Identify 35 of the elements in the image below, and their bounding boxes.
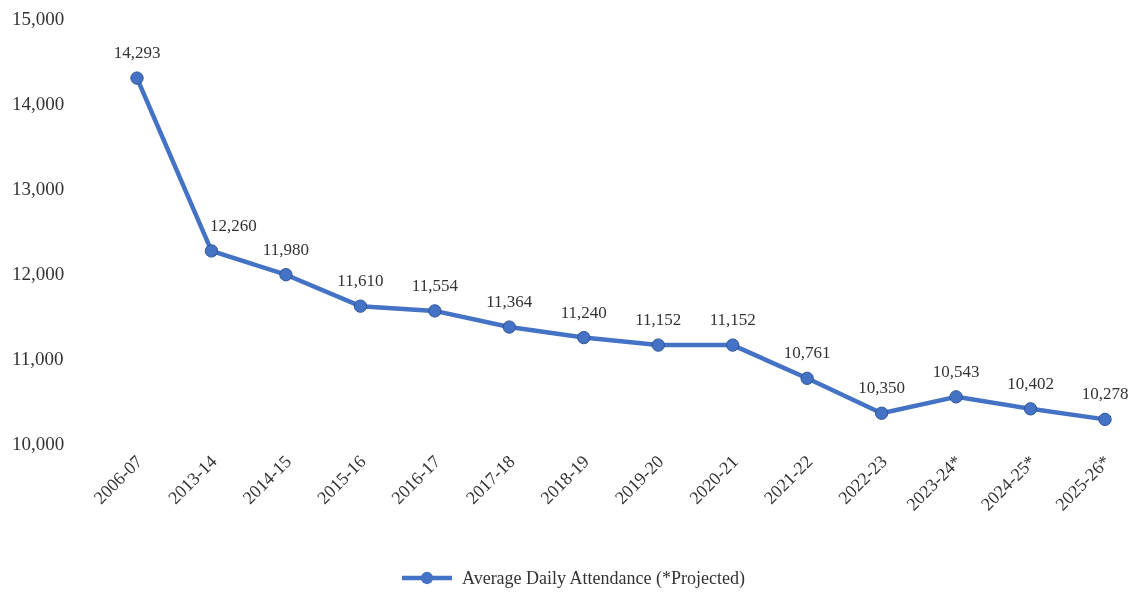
data-label: 10,543 <box>932 361 980 381</box>
point <box>130 71 144 85</box>
data-label: 11,364 <box>486 292 533 312</box>
data-label: 10,402 <box>1007 373 1054 393</box>
point <box>428 304 442 318</box>
point <box>577 330 591 345</box>
data-label: 12,260 <box>210 215 257 235</box>
data-label: 10,350 <box>858 378 905 398</box>
point <box>874 406 889 420</box>
y-tick-label: 10,000 <box>12 432 65 454</box>
data-label: 14,293 <box>113 43 161 63</box>
point <box>800 371 814 385</box>
data-label: 11,152 <box>709 310 756 330</box>
point <box>502 320 516 334</box>
point <box>651 338 665 352</box>
point <box>949 390 963 404</box>
data-label: 11,240 <box>560 302 607 322</box>
point <box>1023 402 1038 416</box>
y-tick-label: 12,000 <box>12 262 65 284</box>
data-label: 11,980 <box>262 239 309 259</box>
y-tick-label: 11,000 <box>12 347 64 369</box>
point <box>1098 412 1112 427</box>
legend-label: Average Daily Attendance (*Projected) <box>461 568 746 589</box>
data-label: 11,610 <box>337 271 384 291</box>
y-tick-label: 13,000 <box>12 177 65 199</box>
point <box>279 268 293 282</box>
point <box>353 299 368 313</box>
y-tick-label: 14,000 <box>12 92 65 114</box>
y-tick-label: 15,000 <box>12 7 65 29</box>
data-label: 10,761 <box>783 343 831 363</box>
data-label: 11,152 <box>635 310 682 330</box>
point <box>726 338 740 352</box>
data-label: 10,278 <box>1081 384 1129 404</box>
data-label: 11,554 <box>411 275 459 295</box>
point <box>204 244 219 258</box>
